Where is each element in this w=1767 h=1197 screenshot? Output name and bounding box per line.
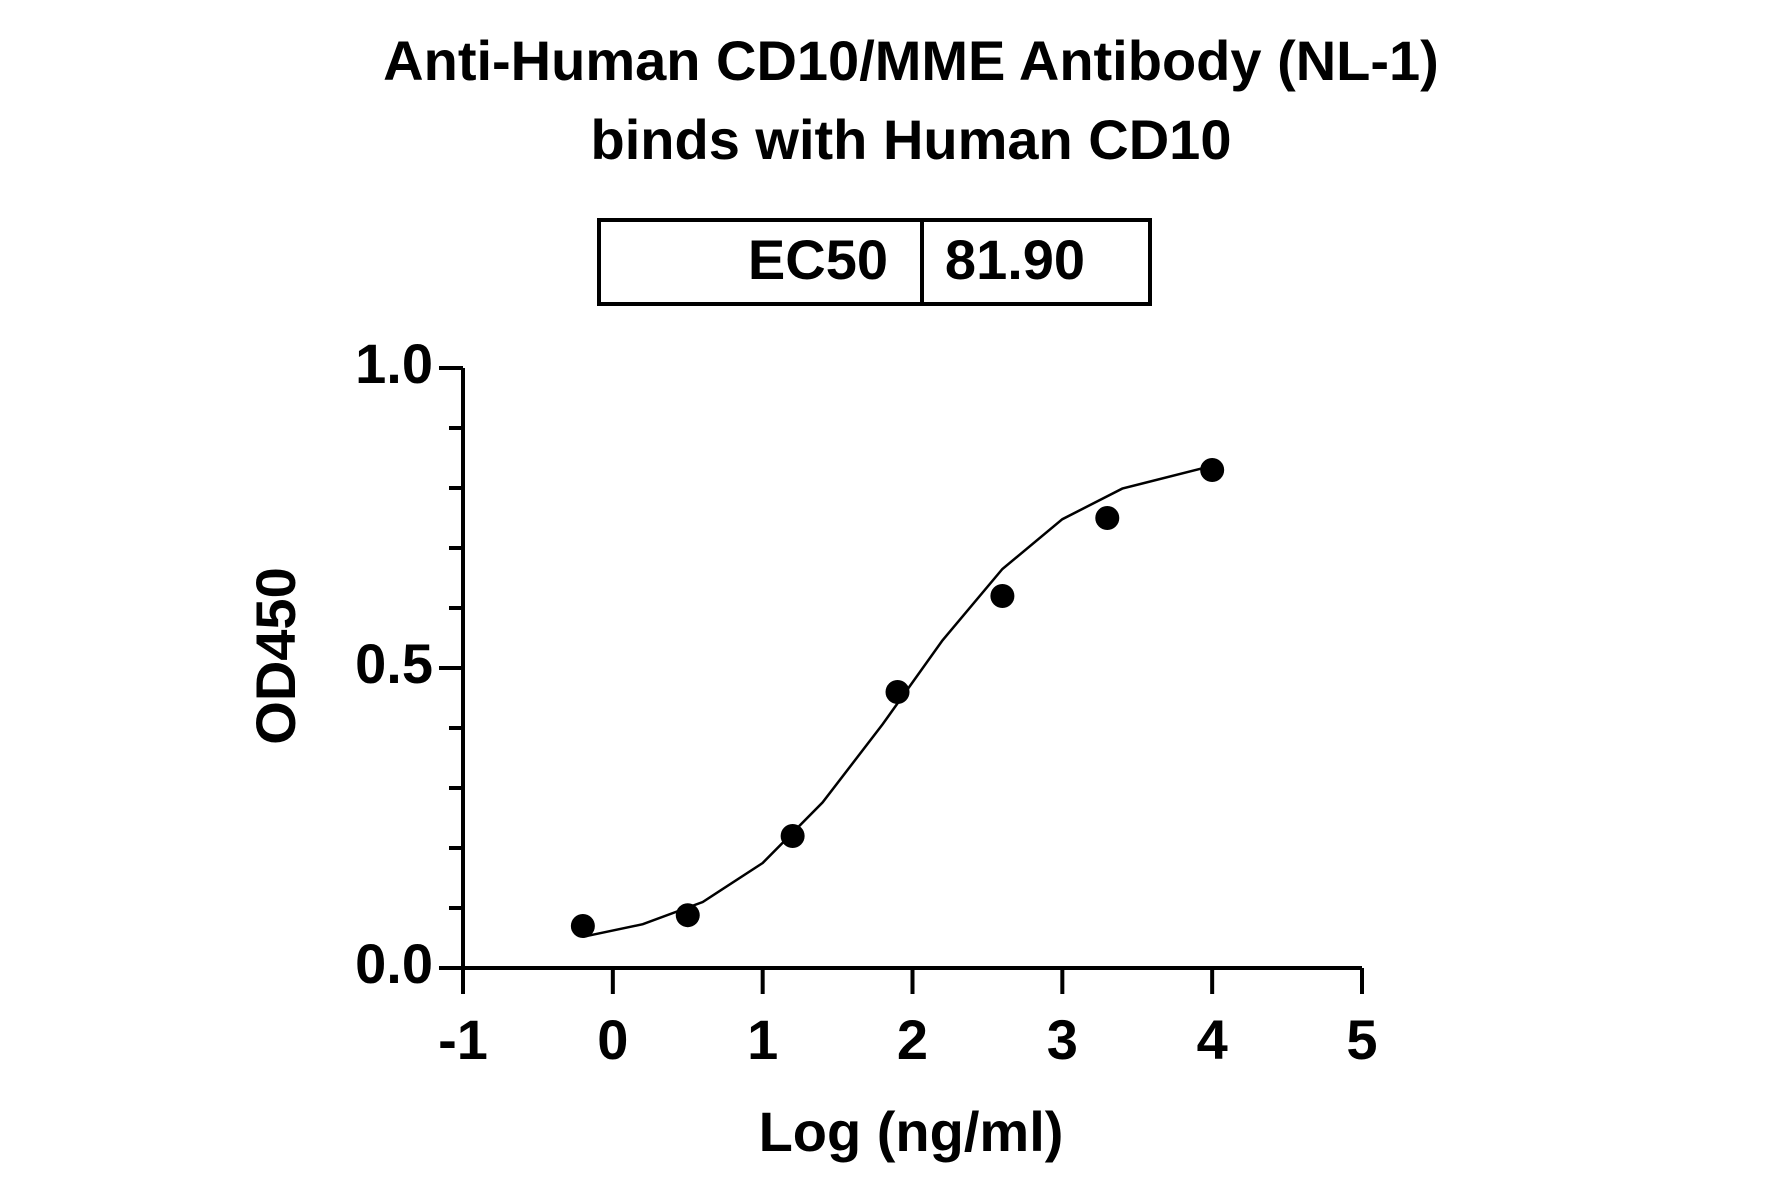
data-point [570, 914, 595, 938]
data-point [780, 824, 805, 848]
x-tick-label: 5 [1346, 1008, 1377, 1071]
data-point [1095, 506, 1120, 530]
x-tick-label: -1 [438, 1008, 488, 1071]
data-point [1200, 458, 1225, 482]
x-tick-label: 1 [747, 1008, 778, 1071]
chart-title: binds with Human CD10 [591, 108, 1232, 171]
y-tick-label: 0.5 [355, 632, 433, 695]
y-tick-label: 0.0 [355, 932, 433, 995]
y-axis-label: OD450 [244, 567, 307, 744]
x-tick-label: 0 [597, 1008, 628, 1071]
ec50-box [597, 218, 1152, 306]
x-tick-label: 3 [1047, 1008, 1078, 1071]
x-tick-label: 2 [897, 1008, 928, 1071]
ec50-value: 81.90 [945, 228, 1085, 291]
data-point [675, 903, 700, 928]
chart-title: Anti-Human CD10/MME Antibody (NL-1) [383, 29, 1439, 92]
data-point [990, 584, 1015, 608]
ec50-label: EC50 [748, 228, 888, 291]
x-axis-label: Log (ng/ml) [759, 1100, 1064, 1163]
y-tick-label: 1.0 [355, 332, 433, 395]
data-point [885, 680, 910, 704]
x-tick-label: 4 [1197, 1008, 1228, 1071]
